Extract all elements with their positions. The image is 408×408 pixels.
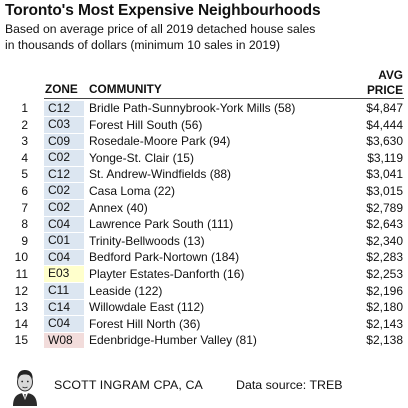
price-cell: $2,143 [366,316,403,331]
rank-cell: 14 [14,316,28,331]
rank-cell: 2 [21,117,28,132]
price-cell: $4,444 [366,117,403,132]
table-row: 4 C02 Yonge-St. Clair (15) $3,119 [0,150,408,167]
zone-cell: C04 [44,216,84,233]
rank-cell: 13 [14,300,28,315]
table-row: 3 C09 Rosedale-Moore Park (94) $3,630 [0,133,408,150]
column-header-avg-price: AVG PRICE [367,68,403,98]
community-cell: Casa Loma (22) [89,183,176,198]
rank-cell: 5 [21,167,28,182]
author-portrait-icon [8,366,42,406]
rank-cell: 11 [15,266,28,281]
table-row: 2 C03 Forest Hill South (56) $4,444 [0,117,408,134]
zone-cell: C02 [44,200,84,216]
table-row: 12 C11 Leaside (122) $2,196 [0,283,408,300]
rank-cell: 3 [21,134,28,149]
column-header-community: COMMUNITY [89,82,162,96]
zone-cell: C02 [44,150,84,166]
column-header-price-line-1: AVG [378,68,403,82]
table-row: 5 C12 St. Andrew-Windfields (88) $3,041 [0,166,408,183]
rank-cell: 15 [14,333,28,348]
data-source: Data source: TREB [236,378,343,392]
community-cell: Lawrence Park South (111) [89,217,234,232]
price-cell: $3,119 [367,150,403,165]
community-cell: Bridle Path-Sunnybrook-York Mills (58) [89,101,296,115]
price-cell: $2,643 [366,217,403,232]
price-cell: $3,015 [366,183,403,198]
table-row: 11 E03 Playter Estates-Danforth (16) $2,253 [0,266,408,283]
community-cell: Annex (40) [89,200,148,215]
rank-cell: 7 [21,200,28,215]
community-cell: Forest Hill South (56) [89,117,203,132]
page-title: Toronto's Most Expensive Neighbourhoods [5,2,321,19]
subtitle: Based on average price of all 2019 detac… [5,22,405,53]
price-cell: $2,789 [366,200,403,215]
header-divider [44,98,404,99]
rank-cell: 8 [21,217,28,232]
table-row: 9 C01 Trinity-Bellwoods (13) $2,340 [0,233,408,250]
community-cell: Leaside (122) [89,283,163,298]
table-row: 1 C12 Bridle Path-Sunnybrook-York Mills (5… [0,100,408,117]
rank-cell: 6 [21,183,28,198]
table-row: 7 C02 Annex (40) $2,789 [0,200,408,217]
table-row: 6 C02 Casa Loma (22) $3,015 [0,183,408,200]
price-cell: $2,283 [366,250,403,265]
rank-cell: 10 [14,250,28,265]
zone-cell: W08 [44,332,84,349]
price-cell: $2,253 [366,266,403,281]
price-cell: $4,847 [366,101,403,115]
zone-cell: C03 [44,117,84,133]
price-cell: $3,041 [366,167,403,182]
neighbourhood-table: 1 C12 Bridle Path-Sunnybrook-York Mills (5… [0,100,408,349]
community-cell: Trinity-Bellwoods (13) [89,233,205,248]
community-cell: Forest Hill North (36) [89,316,201,331]
footer: SCOTT INGRAM CPA, CA Data source: TREB [0,366,408,408]
rank-cell: 4 [21,150,28,165]
price-cell: $2,138 [366,333,403,348]
column-header-price-line-2: PRICE [366,83,403,97]
community-cell: Playter Estates-Danforth (16) [89,266,245,281]
table-row: 10 C04 Bedford Park-Nortown (184) $2,283 [0,249,408,266]
price-cell: $2,180 [366,300,403,315]
community-cell: Bedford Park-Nortown (184) [89,250,240,265]
column-header-zone: ZONE [45,82,78,96]
community-cell: St. Andrew-Windfields (88) [89,167,232,182]
price-cell: $2,196 [366,283,403,298]
author-name: SCOTT INGRAM CPA, CA [54,378,203,392]
subtitle-line-2: in thousands of dollars (minimum 10 sale… [5,37,281,52]
zone-cell: C12 [44,100,84,117]
zone-cell: C12 [44,166,84,183]
community-cell: Yonge-St. Clair (15) [89,150,194,165]
subtitle-line-1: Based on average price of all 2019 detac… [5,22,316,36]
zone-cell: C14 [44,299,84,316]
rank-cell: 1 [21,101,28,115]
price-cell: $2,340 [366,233,403,248]
zone-cell: C09 [44,133,84,150]
zone-cell: C04 [44,249,84,266]
table-row: 15 W08 Edenbridge-Humber Valley (81) $2,138 [0,332,408,349]
community-cell: Rosedale-Moore Park (94) [89,134,231,149]
price-cell: $3,630 [366,134,403,149]
community-cell: Willowdale East (112) [89,300,205,315]
rank-cell: 12 [14,283,28,298]
community-cell: Edenbridge-Humber Valley (81) [89,333,257,348]
table-row: 13 C14 Willowdale East (112) $2,180 [0,299,408,316]
zone-cell: C11 [44,283,84,299]
table-row: 14 C04 Forest Hill North (36) $2,143 [0,316,408,333]
zone-cell: C01 [44,233,84,249]
zone-cell: C02 [44,183,84,200]
rank-cell: 9 [21,233,28,248]
zone-cell: C04 [44,316,84,332]
table-row: 8 C04 Lawrence Park South (111) $2,643 [0,216,408,233]
zone-cell: E03 [44,266,84,283]
